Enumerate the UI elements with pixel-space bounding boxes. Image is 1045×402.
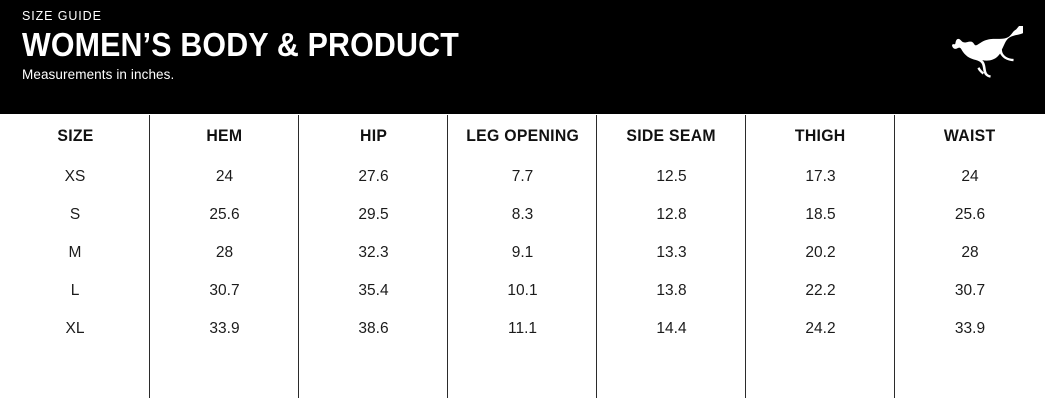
cell-leg-opening: 7.7 [511,168,534,185]
column-header-label: WAIST [944,126,996,145]
column-header-label: HIP [359,126,388,145]
measurement-units-note: Measurements in inches. [22,67,175,82]
cell-hip: 27.6 [358,168,389,185]
cell-thigh: 24.2 [805,320,836,337]
cell-thigh: 20.2 [805,244,836,261]
column-header-waist: WAIST [895,114,1045,158]
column-header-hip: HIP [299,114,448,158]
cell-hip: 35.4 [358,282,389,299]
cell-side-seam: 13.3 [656,244,687,261]
table-row: M 28 32.3 9.1 13.3 20.2 28 [0,234,1045,272]
puma-cat-logo-icon [947,26,1023,80]
size-guide-header: SIZE GUIDE WOMEN’S BODY & PRODUCT Measur… [0,0,1045,114]
cell-waist: 33.9 [954,320,986,337]
column-header-side-seam: SIDE SEAM [597,114,746,158]
cell-hem: 24 [215,168,234,185]
column-header-hem: HEM [150,114,299,158]
cell-leg-opening: 10.1 [507,282,538,299]
cell-leg-opening: 9.1 [511,244,534,261]
cell-hip: 29.5 [358,206,389,223]
table-row: S 25.6 29.5 8.3 12.8 18.5 25.6 [0,196,1045,234]
cell-size: XS [64,168,86,185]
cell-waist: 24 [961,168,979,185]
cell-waist: 30.7 [954,282,986,299]
cell-size: XL [65,320,85,337]
cell-hem: 33.9 [209,320,240,337]
column-header-label: SIZE [56,126,94,145]
size-table-area: SIZE HEM HIP LEG OPENING SIDE SEAM THIGH… [0,114,1045,402]
cell-leg-opening: 11.1 [507,320,538,337]
eyebrow-label: SIZE GUIDE [22,9,102,23]
header-text-block: SIZE GUIDE WOMEN’S BODY & PRODUCT Measur… [22,9,782,83]
cell-hem: 30.7 [209,282,240,299]
column-header-label: HEM [206,126,243,145]
cell-size: M [68,244,82,261]
cell-size: S [69,206,81,223]
cell-waist: 25.6 [954,206,986,223]
column-header-label: LEG OPENING [466,126,579,145]
cell-size: L [70,282,80,299]
table-row: L 30.7 35.4 10.1 13.8 22.2 30.7 [0,272,1045,310]
table-row: XL 33.9 38.6 11.1 14.4 24.2 33.9 [0,310,1045,348]
cell-thigh: 17.3 [805,168,836,185]
cell-thigh: 18.5 [805,206,836,223]
size-measurements-table: SIZE HEM HIP LEG OPENING SIDE SEAM THIGH… [0,114,1045,348]
cell-side-seam: 12.5 [656,168,687,185]
cell-leg-opening: 8.3 [511,206,534,223]
column-header-label: THIGH [795,126,846,145]
column-header-thigh: THIGH [746,114,895,158]
cell-waist: 28 [961,244,979,261]
page-title: WOMEN’S BODY & PRODUCT [22,26,459,63]
cell-hip: 32.3 [358,244,389,261]
cell-side-seam: 13.8 [656,282,687,299]
cell-side-seam: 12.8 [656,206,687,223]
table-row: XS 24 27.6 7.7 12.5 17.3 24 [0,158,1045,196]
column-header-leg-opening: LEG OPENING [448,114,597,158]
cell-thigh: 22.2 [805,282,836,299]
table-header-row: SIZE HEM HIP LEG OPENING SIDE SEAM THIGH… [0,114,1045,158]
column-header-size: SIZE [0,114,150,158]
cell-hip: 38.6 [358,320,389,337]
column-header-label: SIDE SEAM [626,126,717,145]
cell-hem: 25.6 [209,206,240,223]
cell-side-seam: 14.4 [656,320,687,337]
cell-hem: 28 [215,244,234,261]
